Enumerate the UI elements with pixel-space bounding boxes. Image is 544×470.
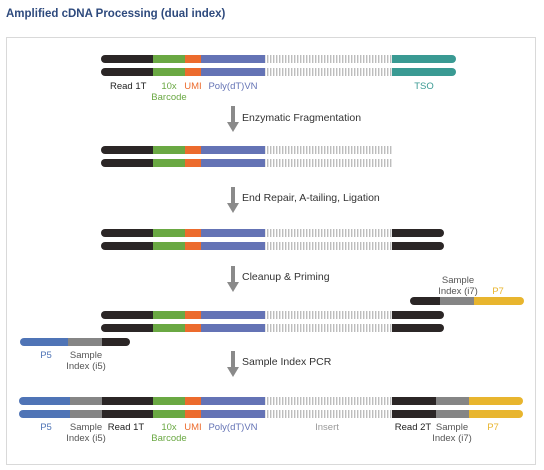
final-i5-sample-label: Sample (70, 422, 102, 433)
umi-segment (185, 55, 201, 63)
step-pcr: Sample Index PCR (242, 356, 332, 368)
tso-label: TSO (414, 81, 434, 92)
down-arrow-icon (227, 351, 239, 377)
diagram-panel (6, 37, 536, 465)
final-umi-label: UMI (184, 422, 201, 433)
read2t-label: Read 2T (395, 422, 432, 433)
read1t-segment (101, 55, 157, 63)
i5-primer (20, 338, 130, 346)
barcode-label-line2: Barcode (151, 92, 186, 103)
final-barcode-line2: Barcode (151, 433, 186, 444)
i5-sample-label: Sample (70, 350, 102, 361)
p7-label-top: P7 (492, 286, 504, 297)
step-cleanup: Cleanup & Priming (242, 271, 330, 283)
umi-label: UMI (184, 81, 201, 92)
p5-label-top: P5 (40, 350, 52, 361)
barcode-label-line1: 10x (161, 81, 177, 92)
primed-molecule (101, 311, 444, 332)
down-arrow-icon (227, 106, 239, 132)
i7-sample-label: Sample (442, 275, 474, 286)
strand-top (101, 55, 456, 63)
down-arrow-icon (227, 266, 239, 292)
insert-segment (265, 55, 392, 63)
i7-index-label: Index (i7) (438, 286, 478, 297)
final-library (19, 397, 523, 418)
cdna-molecule (101, 55, 456, 76)
i5-index-label: Index (i5) (66, 361, 106, 372)
i7-primer (410, 297, 524, 305)
ligated-molecule (101, 229, 444, 250)
final-polydt-label: Poly(dT)VN (208, 422, 257, 433)
down-arrow-icon (227, 187, 239, 213)
step-end-repair: End Repair, A-tailing, Ligation (242, 192, 380, 204)
page-title: Amplified cDNA Processing (dual index) (6, 8, 226, 20)
tso-segment (392, 55, 456, 63)
insert-label: Insert (315, 422, 339, 433)
step-fragmentation: Enzymatic Fragmentation (242, 112, 361, 124)
polydt-segment (201, 55, 265, 63)
final-i7-index-label: Index (i7) (432, 433, 472, 444)
p5-label: P5 (40, 422, 52, 433)
final-barcode-line1: 10x (161, 422, 177, 433)
final-read1t-label: Read 1T (108, 422, 145, 433)
read1t-label: Read 1T (110, 81, 147, 92)
strand-bottom (101, 68, 456, 76)
polydt-label: Poly(dT)VN (208, 81, 257, 92)
final-i7-sample-label: Sample (436, 422, 468, 433)
fragmented-molecule (101, 146, 392, 167)
barcode-segment (153, 55, 185, 63)
p7-label: P7 (487, 422, 499, 433)
final-i5-index-label: Index (i5) (66, 433, 106, 444)
